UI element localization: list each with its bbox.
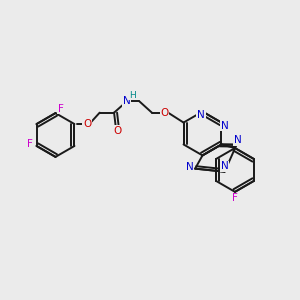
Text: N: N <box>123 96 130 106</box>
Text: F: F <box>232 194 238 203</box>
Text: N: N <box>186 162 194 172</box>
Text: N: N <box>234 135 242 145</box>
Text: H: H <box>129 91 135 100</box>
Text: O: O <box>113 126 121 136</box>
Text: O: O <box>83 119 91 129</box>
Text: N: N <box>220 121 228 130</box>
Text: F: F <box>27 140 33 149</box>
Text: O: O <box>160 108 169 118</box>
Text: F: F <box>58 103 64 114</box>
Text: N: N <box>197 110 205 120</box>
Text: N: N <box>221 161 229 171</box>
